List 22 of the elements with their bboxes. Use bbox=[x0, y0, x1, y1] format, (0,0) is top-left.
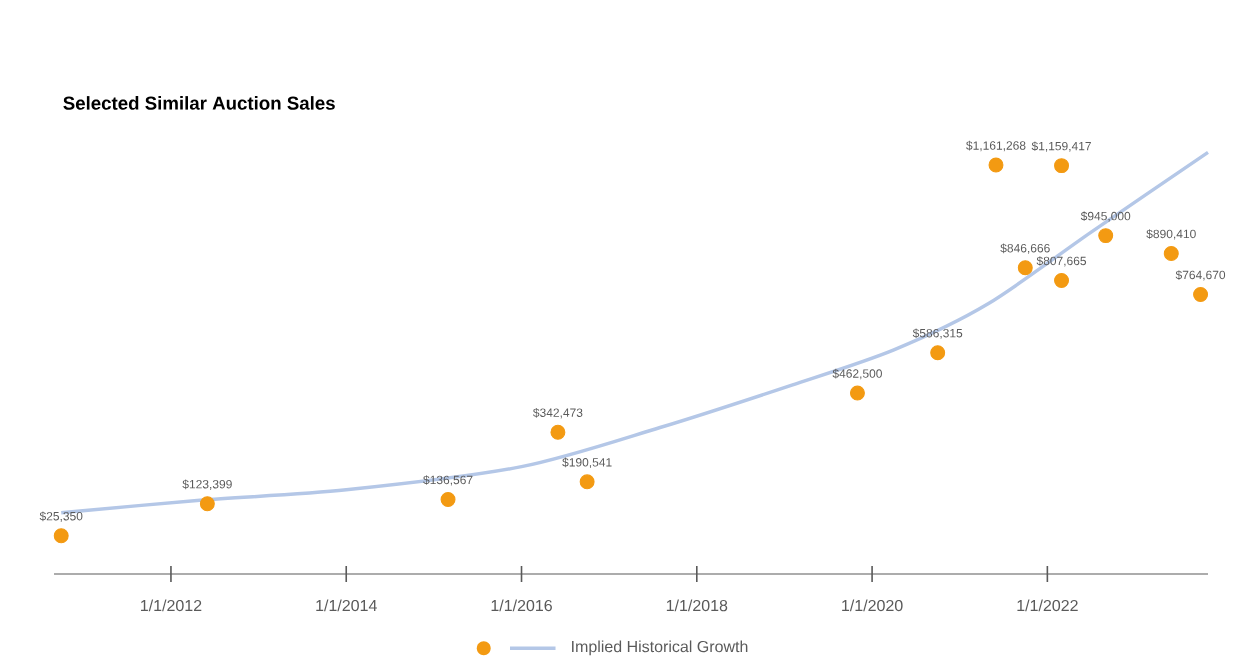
point bbox=[1017, 259, 1033, 275]
x-tick-label: 1/1/2014 bbox=[316, 599, 377, 611]
x-tick-label: 1/1/2016 bbox=[491, 599, 552, 611]
point bbox=[930, 344, 946, 360]
point bbox=[1054, 272, 1069, 288]
point bbox=[1193, 286, 1209, 302]
point bbox=[53, 527, 69, 543]
point bbox=[440, 491, 456, 507]
point bbox=[1098, 227, 1114, 243]
legend-label: Implied Historical Growth bbox=[572, 640, 748, 656]
point bbox=[988, 157, 1004, 173]
point bbox=[199, 495, 215, 511]
x-tick-label: 1/1/2018 bbox=[666, 599, 728, 611]
point bbox=[1054, 157, 1069, 173]
chart-title: Selected Similar Auction Sales bbox=[63, 95, 335, 110]
point bbox=[550, 424, 566, 440]
x-tick-label: 1/1/2020 bbox=[842, 599, 903, 611]
x-tick-label: 1/1/2012 bbox=[141, 599, 202, 611]
point bbox=[579, 474, 595, 489]
point bbox=[849, 385, 865, 401]
x-tick-label: 1/1/2022 bbox=[1017, 599, 1078, 611]
point bbox=[1163, 245, 1179, 261]
